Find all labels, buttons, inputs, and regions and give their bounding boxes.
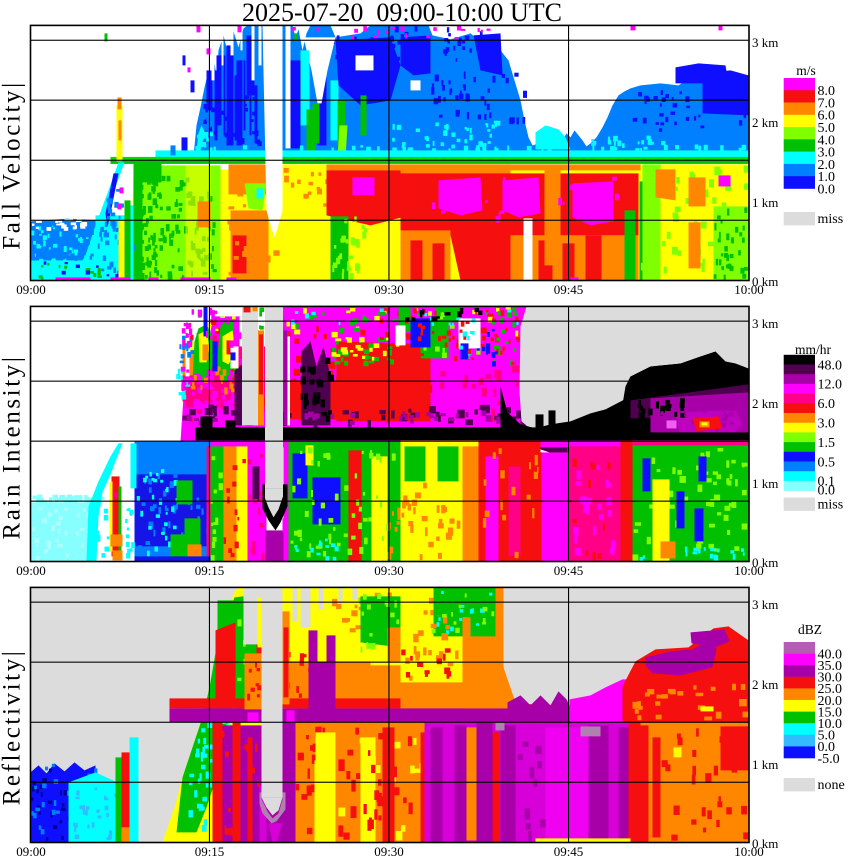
svg-text:-5.0: -5.0 [818, 752, 840, 767]
svg-text:6.0: 6.0 [818, 397, 836, 412]
svg-text:dBZ: dBZ [798, 622, 822, 637]
svg-text:2.0: 2.0 [818, 158, 836, 173]
svg-text:6.0: 6.0 [818, 109, 836, 124]
svg-text:09:30: 09:30 [374, 563, 404, 578]
svg-text:3.0: 3.0 [818, 146, 836, 161]
svg-text:2 km: 2 km [752, 677, 778, 692]
svg-text:0 km: 0 km [752, 836, 778, 851]
svg-text:Fall Velocity|: Fall Velocity| [0, 80, 26, 249]
svg-text:0.0: 0.0 [818, 740, 836, 755]
svg-text:09:45: 09:45 [554, 563, 584, 578]
svg-text:09:00: 09:00 [16, 844, 46, 859]
svg-text:0.0: 0.0 [818, 483, 836, 498]
svg-text:09:00: 09:00 [16, 282, 46, 297]
svg-text:1.5: 1.5 [818, 436, 836, 451]
svg-text:mm/hr: mm/hr [795, 342, 832, 357]
svg-text:8.0: 8.0 [818, 84, 836, 99]
svg-text:0.0: 0.0 [818, 182, 836, 197]
svg-text:09:45: 09:45 [554, 282, 584, 297]
svg-text:miss: miss [818, 212, 844, 227]
svg-text:15.0: 15.0 [818, 705, 843, 720]
svg-text:3 km: 3 km [752, 316, 778, 331]
svg-text:3 km: 3 km [752, 35, 778, 50]
svg-text:Rain Intensity|: Rain Intensity| [0, 355, 26, 540]
svg-text:40.0: 40.0 [818, 647, 843, 662]
svg-text:48.0: 48.0 [818, 358, 843, 373]
svg-text:2 km: 2 km [752, 396, 778, 411]
svg-text:1 km: 1 km [752, 757, 778, 772]
svg-text:10.0: 10.0 [818, 717, 843, 732]
svg-text:10:00: 10:00 [734, 563, 764, 578]
svg-text:0.5: 0.5 [818, 455, 836, 470]
svg-text:20.0: 20.0 [818, 694, 843, 709]
svg-text:10:00: 10:00 [734, 844, 764, 859]
svg-text:miss: miss [818, 498, 844, 513]
svg-text:none: none [818, 778, 845, 793]
svg-text:5.0: 5.0 [818, 729, 836, 744]
svg-text:25.0: 25.0 [818, 682, 843, 697]
svg-text:35.0: 35.0 [818, 659, 843, 674]
svg-text:0 km: 0 km [752, 555, 778, 570]
svg-text:09:30: 09:30 [374, 844, 404, 859]
svg-text:10:00: 10:00 [734, 282, 764, 297]
svg-text:4.0: 4.0 [818, 133, 836, 148]
svg-text:09:45: 09:45 [554, 844, 584, 859]
svg-text:2 km: 2 km [752, 115, 778, 130]
svg-text:2025-07-20 09:00-10:00 UTC: 2025-07-20 09:00-10:00 UTC [242, 0, 562, 27]
svg-text:0 km: 0 km [752, 274, 778, 289]
svg-text:3 km: 3 km [752, 597, 778, 612]
svg-text:1 km: 1 km [752, 195, 778, 210]
svg-text:Reflectivity|: Reflectivity| [0, 649, 26, 806]
svg-text:0.1: 0.1 [818, 475, 836, 490]
svg-text:09:15: 09:15 [195, 563, 225, 578]
svg-text:09:15: 09:15 [195, 844, 225, 859]
svg-text:m/s: m/s [796, 63, 816, 78]
svg-text:12.0: 12.0 [818, 378, 843, 393]
svg-text:3.0: 3.0 [818, 417, 836, 432]
svg-text:7.0: 7.0 [818, 97, 836, 112]
svg-text:1.0: 1.0 [818, 170, 836, 185]
svg-text:5.0: 5.0 [818, 121, 836, 136]
svg-text:30.0: 30.0 [818, 671, 843, 686]
svg-text:09:30: 09:30 [374, 282, 404, 297]
svg-text:09:00: 09:00 [16, 563, 46, 578]
svg-text:1 km: 1 km [752, 476, 778, 491]
svg-text:09:15: 09:15 [195, 282, 225, 297]
